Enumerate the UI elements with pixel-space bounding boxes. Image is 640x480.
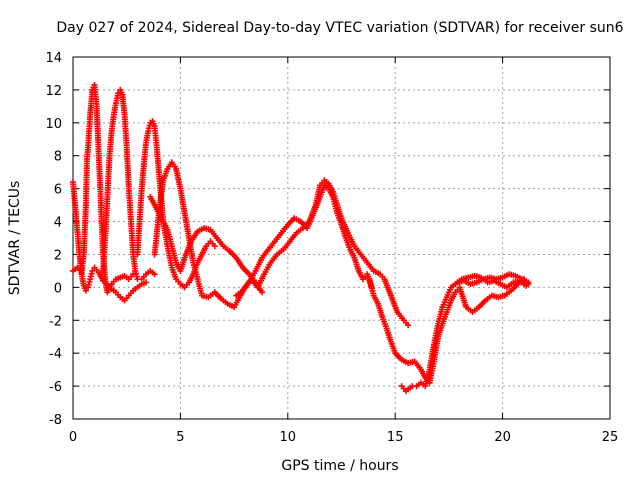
data-point [405,322,412,329]
y-tick-label: 8 [54,150,62,165]
y-tick-label: -8 [49,413,62,428]
y-tick-label: 0 [54,281,62,296]
y-tick-label: 10 [45,117,62,132]
plot-frame [72,56,611,420]
series-track-3 [100,86,158,283]
series-track-6 [147,193,266,296]
series-track-2 [70,81,137,296]
data-point [151,271,158,278]
data-point [211,243,218,250]
y-tick-label: -2 [49,314,62,329]
y-tick-label: 14 [45,51,62,66]
data-point [82,287,89,294]
x-axis-label: GPS time / hours [281,458,398,474]
series-track-4 [134,118,218,291]
x-tick-label: 10 [280,430,297,445]
y-tick-label: 6 [54,183,62,198]
data-point [143,279,150,286]
y-tick-label: -4 [49,347,62,362]
data-point [115,90,122,97]
data-point [89,267,96,274]
series-track-9 [366,276,532,386]
x-tick-label: 20 [494,430,511,445]
x-tick-label: 5 [176,430,184,445]
axis-ticks: 0 5 10 15 20 25 -8 -6 -4 -2 0 2 4 6 8 10 12 14 [45,51,618,445]
x-tick-label: 15 [387,430,404,445]
y-tick-label: 4 [54,216,62,231]
y-tick-label: 2 [54,248,62,263]
series-track-8 [241,177,412,329]
y-tick-label: 12 [45,84,62,99]
x-tick-label: 0 [69,430,77,445]
data-point [523,282,530,289]
y-axis-label: SDTVAR / TECUs [7,181,23,296]
data-point [259,289,266,296]
data-point [525,279,532,286]
x-tick-label: 25 [602,430,619,445]
series-track-11 [452,272,530,291]
chart-title: Day 027 of 2024, Sidereal Day-to-day VTE… [56,20,623,36]
grid-lines [73,57,610,419]
y-tick-label: -6 [49,380,62,395]
data-marks [70,81,532,395]
